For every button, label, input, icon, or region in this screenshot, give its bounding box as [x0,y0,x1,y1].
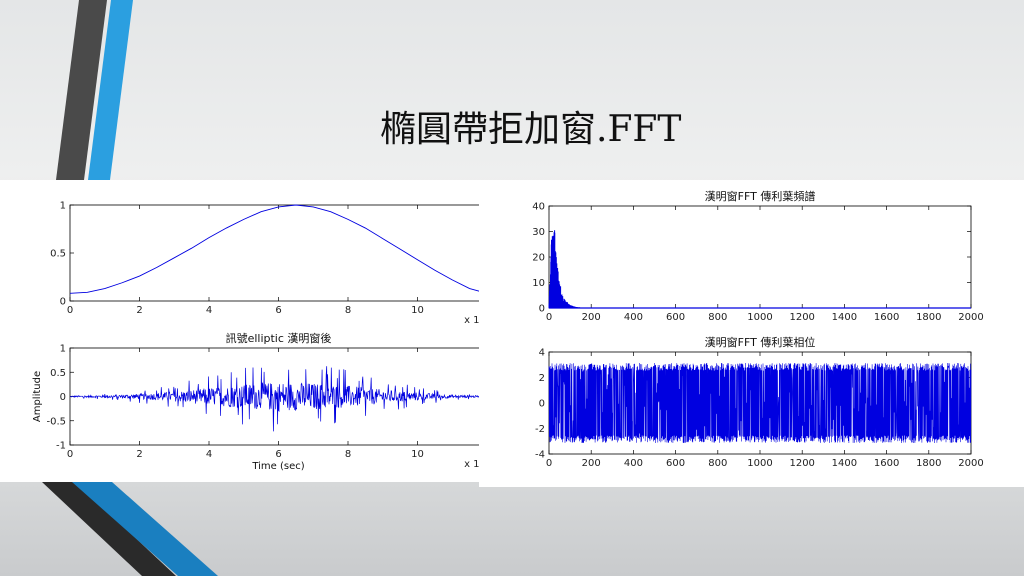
plot-0-xtick-label: 10 [411,305,424,316]
plot-3-ytick-label: 2 [539,373,545,384]
plot-0-ytick-label: 0 [60,297,66,308]
plot-2-frame [548,205,972,309]
plot-2-spectrum-bars [548,230,582,308]
plot-1-xtick-label: 2 [136,449,142,460]
plot-1-xtick-label: 8 [345,449,351,460]
plot-2-xtick-label: 1600 [874,312,899,323]
plot-0-frame [69,204,488,302]
plot-2-title: 漢明窗FFT 傳利葉頻譜 [705,189,816,203]
plot-3-xtick-label: 1800 [916,458,941,469]
plot-1-xtick-label: 6 [275,449,281,460]
plot-2-xtick-label: 600 [666,312,685,323]
plot-2-ytick-label: 40 [532,202,545,213]
plot-1-xtick-label: 0 [67,449,73,460]
plot-1-ytick-label: 0.5 [50,368,66,379]
plot-1-series-line [70,366,488,432]
plot-1-ytick-label: 1 [60,344,66,355]
plot-3-ytick-label: 0 [539,399,545,410]
plot-0-series-line [69,204,488,294]
plot-0-xtick-label: 4 [206,305,212,316]
plot-0-xtick-label: 0 [67,305,73,316]
plot-2-xtick-label: 1400 [832,312,857,323]
figure-left: 02468101200.51x 104024681012-1-0.500.51訊… [0,180,506,482]
plot-2-xtick-label: 1800 [916,312,941,323]
plot-0-ytick-label: 1 [60,201,66,212]
plot-2-xtick-label: 200 [582,312,601,323]
plot-3-xtick-label: 400 [624,458,643,469]
bottom-blue-stripe [72,482,218,576]
plot-2-ytick-label: 30 [532,227,545,238]
figure-right: 0 200 400 600 800 1000 1200 1400 1600 1800 2000 0 10… [479,180,1024,487]
plot-3-ytick-label: -2 [535,424,545,435]
plot-1-xtick-label: 10 [411,449,424,460]
plot-1-xlabel: Time (sec) [251,461,304,472]
plot-2-xtick-label: 0 [546,312,552,323]
plot-1-title: 訊號elliptic 漢明窗後 [226,331,332,345]
plot-0-xtick-label: 6 [275,305,281,316]
plot-1-ytick-label: -0.5 [46,416,66,427]
figure-left-svg: 02468101200.51x 104024681012-1-0.500.51訊… [32,201,493,473]
plot-3-ytick-label: 4 [539,348,545,359]
plot-1-x-exponent: x 10 [464,459,486,470]
top-blue-stripe [88,0,133,180]
plot-1-ytick-label: 0 [60,392,66,403]
bottom-dark-stripe [42,482,176,576]
top-dark-stripe [56,0,107,180]
plot-2-ytick-label: 20 [532,253,545,264]
plot-3-xtick-label: 1600 [874,458,899,469]
plot-3-xtick-label: 800 [708,458,727,469]
plot-3-xtick-label: 200 [582,458,601,469]
plot-0-xtick-label: 2 [136,305,142,316]
plot-2-xtick-label: 2000 [958,312,983,323]
plot-0-ytick-label: 0.5 [50,249,66,260]
plot-2-ytick-label: 0 [539,304,545,315]
plot-3-xtick-label: 0 [546,458,552,469]
plot-2-xtick-label: 1200 [789,312,814,323]
figure-right-svg: 0 200 400 600 800 1000 1200 1400 1600 1800 2000010… [532,189,983,469]
plot-3-ytick-label: -4 [535,450,545,461]
plot-0-xtick-label: 8 [345,305,351,316]
plot-3-xtick-label: 1200 [789,458,814,469]
plot-3-xtick-label: 1000 [747,458,772,469]
plot-0-x-exponent: x 10 [464,315,486,326]
plot-3-phase-line [548,362,972,444]
plot-1-ylabel: Amplitude [32,371,43,422]
plot-3-title: 漢明窗FFT 傳利葉相位 [705,335,816,349]
plot-1-xtick-label: 4 [206,449,212,460]
plot-3-xtick-label: 2000 [958,458,983,469]
plot-2-xtick-label: 800 [708,312,727,323]
plot-3-xtick-label: 1400 [832,458,857,469]
plot-1-ytick-label: -1 [56,441,66,452]
plot-3-xtick-label: 600 [666,458,685,469]
slide-title: 橢圓帶拒加窗.FFT [380,109,682,150]
plot-2-xtick-label: 400 [624,312,643,323]
plot-2-xtick-label: 1000 [747,312,772,323]
plot-2-ytick-label: 10 [532,278,545,289]
